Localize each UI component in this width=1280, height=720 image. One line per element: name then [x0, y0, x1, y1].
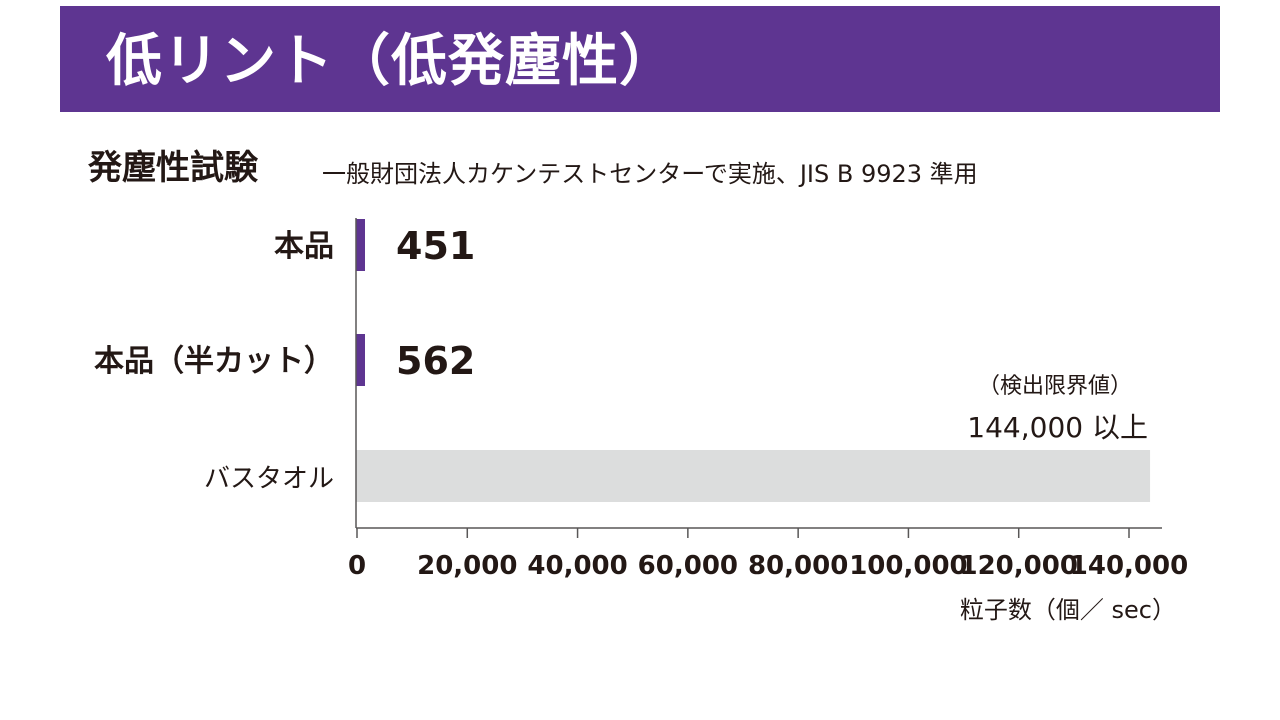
x-tick-label-5: 100,000 — [849, 551, 967, 581]
x-tick-label-4: 80,000 — [748, 551, 848, 581]
section-note: 一般財団法人カケンテストセンターで実施、JIS B 9923 準用 — [322, 160, 978, 188]
x-tick-label-6: 120,000 — [960, 551, 1078, 581]
x-axis-title: 粒子数（個／ sec） — [959, 596, 1176, 624]
x-tick-label-2: 40,000 — [527, 551, 627, 581]
bar-2 — [356, 450, 1151, 502]
detection-limit-label: （検出限界値） — [977, 374, 1132, 399]
value-label-0: 451 — [396, 224, 475, 268]
category-label-1: 本品（半カット） — [94, 344, 334, 379]
category-label-2: バスタオル — [204, 464, 334, 494]
section-title: 発塵性試験 — [88, 148, 258, 188]
x-tick-label-7: 140,000 — [1070, 551, 1188, 581]
title-banner — [60, 6, 1220, 112]
value-label-1: 562 — [396, 339, 475, 383]
detection-limit-value: 144,000 以上 — [967, 411, 1148, 444]
x-tick-label-0: 0 — [348, 551, 366, 581]
x-tick-label-3: 60,000 — [638, 551, 738, 581]
bar-1 — [356, 334, 365, 386]
bar-0 — [356, 219, 365, 271]
category-label-0: 本品 — [274, 229, 334, 264]
page-title: 低リント（低発塵性） — [106, 29, 676, 94]
x-tick-label-1: 20,000 — [417, 551, 517, 581]
